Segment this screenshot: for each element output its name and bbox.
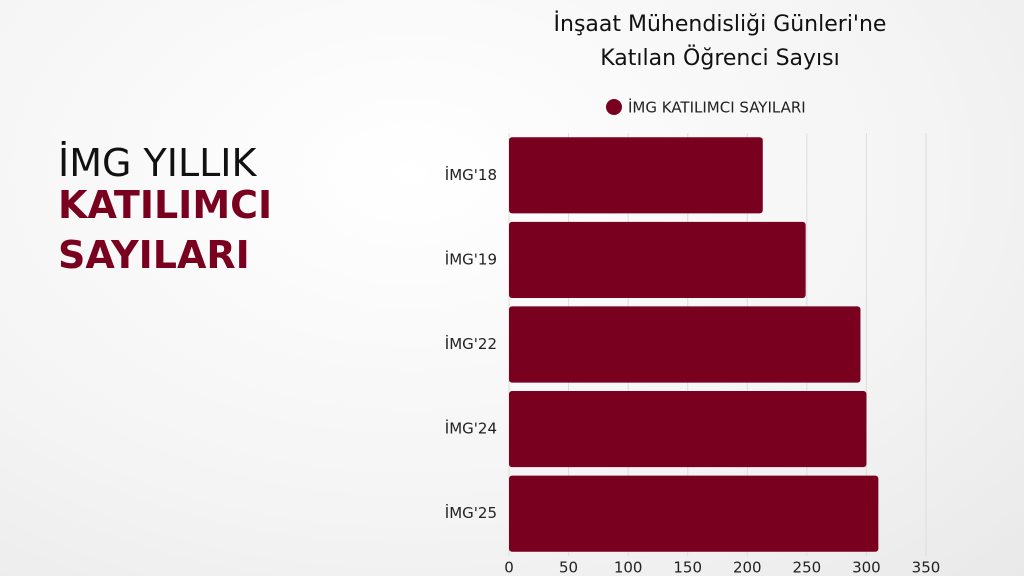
y-tick-label: İMG'19: [445, 249, 497, 268]
legend-marker: [606, 99, 622, 115]
x-tick-label: 200: [733, 559, 762, 576]
heading-line: İMG YILLIK: [58, 141, 257, 185]
x-tick-label: 100: [614, 559, 643, 576]
x-tick-label: 150: [673, 559, 702, 576]
bar: [509, 475, 879, 552]
heading-line: KATILIMCI: [58, 183, 273, 227]
x-tick-label: 250: [793, 559, 822, 576]
bar: [509, 391, 867, 468]
x-tick-label: 0: [504, 559, 514, 576]
bar: [509, 137, 763, 214]
y-tick-label: İMG'22: [445, 334, 497, 353]
heading-line: SAYILARI: [58, 233, 250, 277]
y-tick-label: İMG'24: [445, 419, 497, 438]
y-tick-label: İMG'18: [445, 165, 497, 184]
y-tick-label: İMG'25: [445, 503, 497, 522]
x-tick-label: 350: [912, 559, 941, 576]
bar: [509, 306, 861, 383]
x-tick-label: 300: [852, 559, 881, 576]
legend-label: İMG KATILIMCI SAYILARI: [628, 98, 806, 117]
x-tick-label: 50: [559, 559, 578, 576]
chart-title: İnşaat Mühendisliği Günleri'ne Katılan Ö…: [553, 12, 887, 71]
bar: [509, 221, 806, 298]
